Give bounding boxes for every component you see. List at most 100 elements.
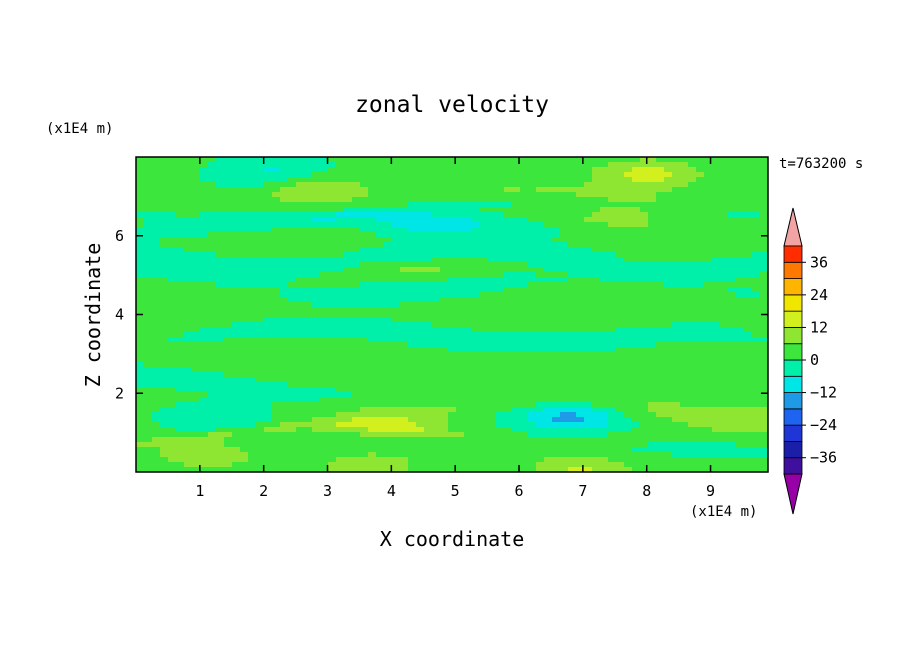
field-cell	[752, 262, 761, 268]
field-cell	[304, 197, 313, 203]
field-cell	[528, 302, 537, 308]
field-cell	[752, 272, 761, 278]
field-cell	[560, 347, 569, 353]
field-cell	[352, 232, 361, 238]
field-cell	[528, 452, 537, 458]
field-cell	[720, 367, 729, 373]
field-cell	[488, 242, 497, 248]
field-cell	[616, 402, 625, 408]
field-cell	[440, 407, 449, 413]
field-cell	[712, 467, 721, 472]
field-cell	[144, 322, 153, 328]
field-cell	[632, 327, 641, 333]
field-cell	[504, 172, 513, 178]
field-cell	[352, 212, 361, 218]
field-cell	[424, 447, 433, 453]
field-cell	[408, 282, 417, 288]
field-cell	[712, 277, 721, 283]
field-cell	[528, 307, 537, 313]
field-cell	[312, 437, 321, 443]
field-cell	[248, 247, 257, 253]
field-cell	[456, 362, 465, 368]
field-cell	[504, 347, 513, 353]
field-cell	[680, 332, 689, 338]
field-cell	[216, 362, 225, 368]
field-cell	[552, 447, 561, 453]
field-cell	[648, 362, 657, 368]
field-cell	[496, 337, 505, 343]
field-cell	[296, 177, 305, 183]
field-cell	[272, 232, 281, 238]
field-cell	[464, 212, 473, 218]
field-cell	[552, 307, 561, 313]
field-cell	[496, 417, 505, 423]
field-cell	[368, 402, 377, 408]
field-cell	[160, 162, 169, 168]
field-cell	[424, 442, 433, 448]
field-cell	[384, 437, 393, 443]
field-cell	[152, 467, 161, 472]
field-cell	[520, 427, 529, 433]
field-cell	[296, 242, 305, 248]
field-cell	[736, 287, 745, 293]
field-cell	[256, 282, 265, 288]
field-cell	[496, 302, 505, 308]
field-cell	[272, 322, 281, 328]
field-cell	[152, 417, 161, 423]
field-cell	[424, 177, 433, 183]
field-cell	[384, 192, 393, 198]
field-cell	[192, 187, 201, 193]
field-cell	[192, 317, 201, 323]
field-cell	[344, 317, 353, 323]
field-cell	[496, 257, 505, 263]
field-cell	[256, 262, 265, 268]
field-cell	[728, 457, 737, 463]
field-cell	[424, 202, 433, 208]
field-cell	[376, 447, 385, 453]
field-cell	[576, 302, 585, 308]
field-cell	[616, 442, 625, 448]
field-cell	[600, 372, 609, 378]
field-cell	[536, 362, 545, 368]
field-cell	[432, 397, 441, 403]
field-cell	[592, 292, 601, 298]
field-cell	[416, 197, 425, 203]
field-cell	[384, 217, 393, 223]
field-cell	[280, 312, 289, 318]
field-cell	[168, 362, 177, 368]
field-cell	[280, 357, 289, 363]
field-cell	[264, 302, 273, 308]
field-cell	[584, 387, 593, 393]
field-cell	[552, 372, 561, 378]
field-cell	[560, 217, 569, 223]
field-cell	[272, 427, 281, 433]
field-cell	[248, 292, 257, 298]
field-cell	[680, 262, 689, 268]
field-cell	[616, 162, 625, 168]
field-cell	[720, 392, 729, 398]
field-cell	[736, 382, 745, 388]
field-cell	[456, 277, 465, 283]
field-cell	[232, 252, 241, 258]
field-cell	[368, 182, 377, 188]
field-cell	[296, 337, 305, 343]
field-cell	[432, 357, 441, 363]
field-cell	[656, 332, 665, 338]
field-cell	[208, 372, 217, 378]
field-cell	[608, 337, 617, 343]
field-cell	[480, 217, 489, 223]
field-cell	[232, 307, 241, 313]
field-cell	[648, 457, 657, 463]
field-cell	[304, 302, 313, 308]
field-cell	[728, 237, 737, 243]
field-cell	[272, 177, 281, 183]
field-cell	[616, 382, 625, 388]
field-cell	[712, 387, 721, 393]
field-cell	[616, 327, 625, 333]
field-cell	[608, 297, 617, 303]
field-cell	[360, 332, 369, 338]
field-cell	[384, 272, 393, 278]
field-cell	[272, 202, 281, 208]
field-cell	[624, 327, 633, 333]
field-cell	[672, 177, 681, 183]
